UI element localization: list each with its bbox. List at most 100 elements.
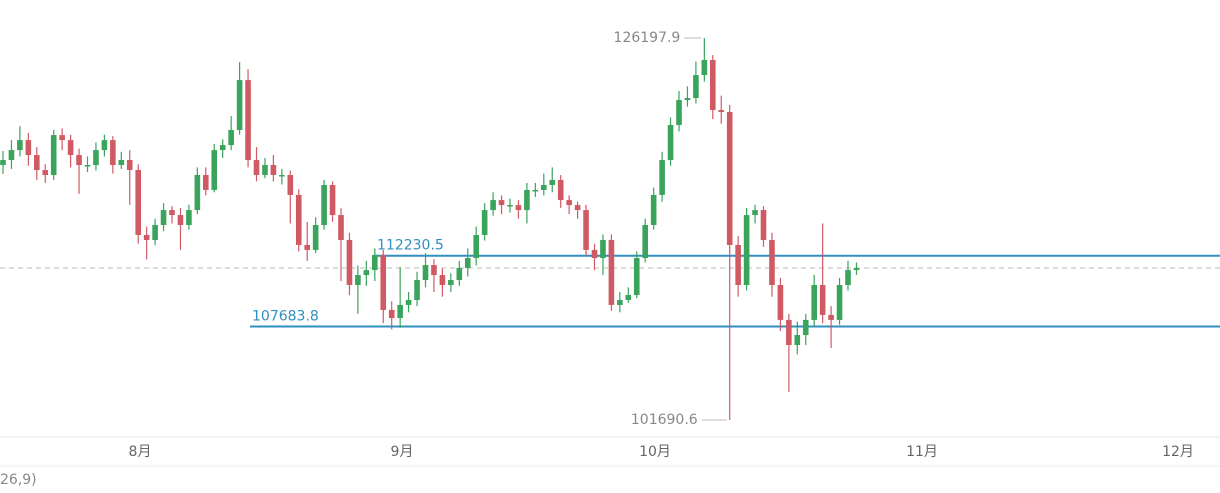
candle-body bbox=[481, 210, 488, 235]
candle-body bbox=[414, 280, 420, 300]
candle-body bbox=[524, 189, 530, 211]
candle-body bbox=[287, 174, 294, 195]
candle-body bbox=[363, 270, 370, 276]
x-tick-label: 11月 bbox=[906, 444, 938, 460]
candle-body bbox=[177, 215, 184, 226]
candle-body bbox=[676, 100, 682, 125]
candle-body bbox=[228, 129, 234, 146]
x-tick-label: 12月 bbox=[1162, 444, 1194, 460]
candle-body bbox=[498, 200, 505, 206]
candle-body bbox=[625, 294, 632, 300]
candle-body bbox=[304, 244, 310, 250]
candle-body bbox=[397, 304, 403, 319]
candle-body bbox=[726, 112, 733, 245]
candle-body bbox=[752, 210, 758, 216]
candle-body bbox=[710, 59, 716, 111]
candle-body bbox=[853, 268, 860, 271]
candle-body bbox=[0, 160, 6, 166]
candle-body bbox=[794, 335, 801, 345]
candle-body bbox=[346, 239, 353, 286]
candle-body bbox=[735, 244, 741, 286]
candle-body bbox=[42, 170, 49, 175]
candle-body bbox=[211, 150, 218, 190]
candle-body bbox=[490, 200, 496, 211]
candle-body bbox=[718, 110, 725, 113]
candle-body bbox=[50, 135, 57, 175]
candle-body bbox=[143, 234, 150, 240]
level-label: 112230.5 bbox=[377, 238, 444, 254]
candle-body bbox=[693, 75, 699, 99]
x-tick-label: 8月 bbox=[129, 444, 152, 460]
candle-body bbox=[405, 299, 412, 305]
candle-body bbox=[836, 285, 843, 320]
candle-body bbox=[507, 205, 513, 207]
candle-body bbox=[186, 210, 192, 226]
candle-body bbox=[219, 145, 226, 151]
candle-body bbox=[574, 205, 581, 211]
candle-body bbox=[608, 239, 615, 305]
candle-body bbox=[295, 194, 302, 245]
candle-body bbox=[819, 285, 826, 315]
candle-body bbox=[743, 215, 750, 286]
candle-body bbox=[118, 160, 125, 166]
candle-body bbox=[650, 194, 657, 226]
candle-body bbox=[591, 249, 598, 259]
candle-body bbox=[169, 210, 175, 216]
footer-text: 26,9) bbox=[0, 472, 37, 488]
candle-body bbox=[329, 184, 336, 216]
candle-body bbox=[786, 319, 792, 345]
candle-body bbox=[549, 179, 556, 185]
candle-body bbox=[583, 210, 589, 250]
candle-body bbox=[769, 239, 775, 286]
candle-body bbox=[262, 165, 268, 175]
candle-body bbox=[532, 189, 539, 192]
candle-body bbox=[777, 285, 784, 320]
candle-body bbox=[464, 258, 471, 269]
candle-body bbox=[312, 225, 319, 250]
candle-body bbox=[253, 160, 260, 175]
candle-body bbox=[802, 319, 809, 336]
candle-body bbox=[557, 179, 564, 201]
candle-body bbox=[67, 140, 74, 156]
candle-body bbox=[236, 80, 243, 130]
candle-body bbox=[160, 210, 167, 226]
candle-body bbox=[439, 275, 446, 286]
candle-body bbox=[431, 265, 437, 276]
candle-body bbox=[126, 160, 133, 171]
candle-body bbox=[760, 210, 767, 240]
candle-body bbox=[110, 140, 116, 166]
candle-body bbox=[828, 314, 834, 320]
candle-body bbox=[811, 285, 817, 320]
candle-body bbox=[541, 184, 547, 190]
candle-body bbox=[422, 265, 429, 281]
candle-body bbox=[372, 254, 378, 271]
candle-body bbox=[34, 155, 40, 171]
candle-body bbox=[321, 184, 327, 226]
candle-body bbox=[152, 225, 158, 240]
level-label: 107683.8 bbox=[252, 309, 319, 325]
candle-body bbox=[600, 239, 606, 259]
candle-body bbox=[245, 80, 251, 161]
candle-body bbox=[25, 140, 32, 156]
candle-body bbox=[388, 309, 395, 319]
candle-body bbox=[845, 270, 851, 286]
candle-body bbox=[355, 275, 361, 286]
candle-body bbox=[642, 225, 648, 259]
candle-body bbox=[456, 268, 463, 281]
candle-body bbox=[101, 140, 108, 151]
low-label: 101690.6 bbox=[631, 412, 698, 428]
candle-body bbox=[473, 234, 479, 259]
x-tick-label: 10月 bbox=[639, 444, 671, 460]
candle-body bbox=[17, 140, 23, 151]
candle-body bbox=[448, 280, 454, 286]
candle-body bbox=[279, 174, 285, 177]
candle-body bbox=[59, 135, 65, 141]
candle-body bbox=[194, 174, 201, 211]
candle-body bbox=[76, 155, 82, 166]
candle-body bbox=[667, 124, 674, 161]
candle-body bbox=[617, 299, 623, 305]
candle-body bbox=[8, 150, 15, 161]
candle-body bbox=[701, 59, 708, 76]
high-label: 126197.9 bbox=[614, 30, 681, 46]
